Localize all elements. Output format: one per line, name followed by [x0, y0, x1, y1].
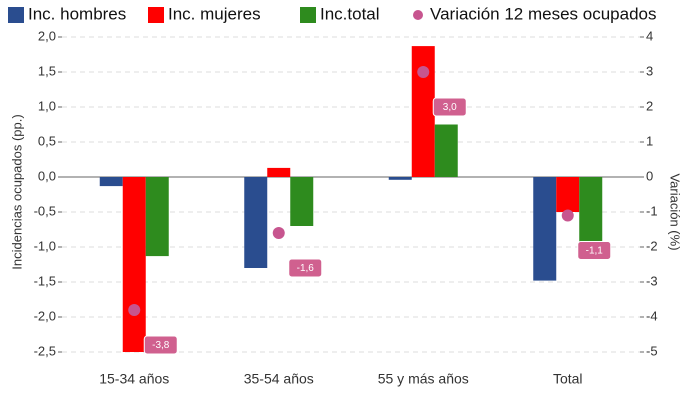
value-label: -1,6 [297, 263, 315, 274]
bar [579, 177, 603, 242]
legend-label: Inc.total [320, 4, 380, 23]
bar [244, 177, 268, 268]
legend-marker [413, 10, 423, 20]
value-label-box [432, 97, 467, 117]
legend-swatch [8, 7, 24, 23]
y2-tick-label: 4 [646, 28, 653, 43]
x-tick-label: Total [553, 371, 583, 387]
y2-tick-label: 2 [646, 98, 653, 113]
legend-label: Inc. hombres [28, 4, 126, 23]
marker [128, 304, 141, 316]
y-tick-label: -1,0 [34, 238, 56, 253]
y2-tick-label: -4 [646, 308, 658, 323]
bar [556, 177, 580, 212]
bar [388, 177, 412, 180]
y2-tick-label: -1 [646, 203, 658, 218]
bar [99, 177, 123, 187]
value-label: -1,1 [586, 246, 604, 257]
y2-axis-label: Variación (%) [668, 173, 682, 250]
y2-tick-label: -5 [646, 343, 658, 358]
y-tick-label: -2,0 [34, 308, 56, 323]
legend-label: Inc. mujeres [168, 4, 261, 23]
marker [561, 209, 574, 222]
bar [533, 177, 557, 281]
value-label-box [577, 241, 612, 260]
y-tick-label: -1,5 [34, 273, 56, 288]
y2-tick-label: -2 [646, 238, 658, 253]
y-axis-label: Incidencias ocupados (pp.) [9, 114, 24, 269]
y2-tick-label: -3 [646, 273, 658, 288]
y-tick-label: 0,0 [38, 168, 56, 183]
y-tick-label: 1,0 [38, 98, 56, 113]
legend-swatch [148, 7, 164, 23]
value-label-box [143, 335, 178, 355]
marker [417, 66, 430, 78]
legend-label: Variación 12 meses ocupados [430, 4, 657, 23]
bar [267, 167, 291, 177]
marker [272, 227, 285, 239]
bar [290, 177, 314, 226]
bar [145, 177, 169, 257]
y-tick-label: 0,5 [38, 133, 56, 148]
legend-swatch [300, 7, 316, 23]
bar [122, 177, 146, 352]
y2-tick-label: 1 [646, 133, 653, 148]
value-label: -3,8 [152, 340, 170, 351]
y-tick-label: 2,0 [38, 28, 56, 43]
bar [411, 46, 435, 177]
y2-tick-label: 3 [646, 63, 653, 78]
value-label: 3,0 [443, 102, 457, 113]
value-label-box [288, 258, 323, 278]
y-tick-label: -2,5 [34, 343, 56, 358]
x-tick-label: 55 y más años [378, 371, 469, 387]
y-tick-label: 1,5 [38, 63, 56, 78]
x-tick-label: 15-34 años [99, 371, 169, 387]
y-tick-label: -0,5 [34, 203, 56, 218]
bar [434, 124, 458, 177]
y2-tick-label: 0 [646, 168, 653, 183]
x-tick-label: 35-54 años [244, 371, 314, 387]
